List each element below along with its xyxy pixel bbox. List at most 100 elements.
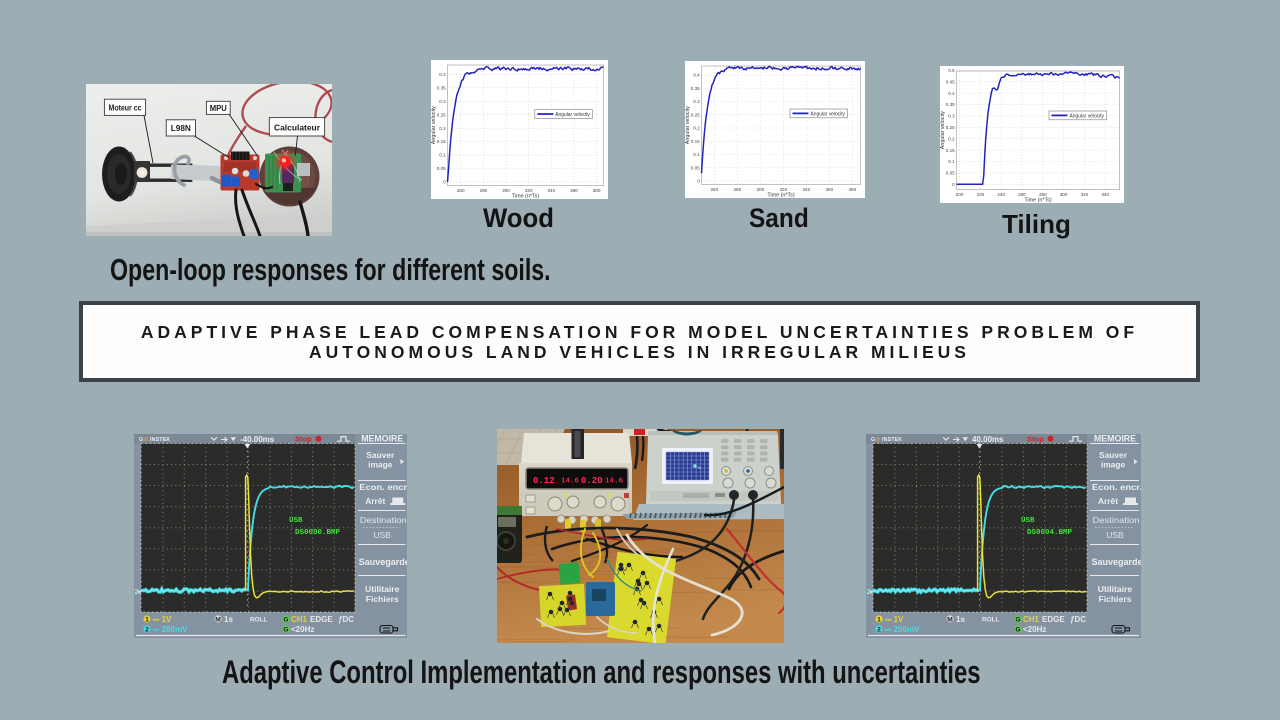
svg-text:-40.00ms: -40.00ms [240,434,275,443]
svg-text:0.2: 0.2 [693,126,700,131]
svg-text:0.2: 0.2 [439,126,446,131]
svg-text:Destination: Destination [359,515,406,525]
svg-text:USB: USB [289,517,303,525]
svg-text:0.4: 0.4 [693,73,700,78]
svg-text:280: 280 [480,188,488,193]
svg-text:260: 260 [1018,192,1026,197]
svg-text:0.05: 0.05 [437,166,446,171]
svg-text:340: 340 [1101,192,1109,197]
svg-text:MPU: MPU [210,104,227,113]
svg-text:EDGE: EDGE [1042,615,1065,624]
svg-text:340: 340 [802,187,810,192]
svg-text:300: 300 [1060,192,1068,197]
svg-text:<20Hz: <20Hz [1023,625,1046,634]
svg-text:0.5: 0.5 [948,68,955,73]
svg-text:2: 2 [134,587,138,596]
svg-text:Time (n*Ts): Time (n*Ts) [1024,197,1052,203]
svg-text:0.15: 0.15 [946,148,955,153]
svg-text:1: 1 [145,616,149,623]
svg-text:G: G [283,616,288,623]
svg-text:ROLL: ROLL [982,616,999,623]
svg-text:M: M [215,616,221,623]
svg-text:200: 200 [956,192,964,197]
svg-text:⎓ 200mV: ⎓ 200mV [885,625,920,634]
svg-text:⎓ 1V: ⎓ 1V [153,615,172,624]
svg-text:Te: Te [697,465,702,470]
svg-text:<20Hz: <20Hz [291,625,314,634]
svg-text:0.20: 0.20 [581,476,603,486]
svg-text:0.25: 0.25 [946,125,955,130]
svg-text:G: G [1015,616,1020,623]
svg-text:G: G [283,626,288,633]
svg-text:0.15: 0.15 [437,139,446,144]
svg-text:Time (n*Ts): Time (n*Ts) [767,192,795,198]
svg-text:360: 360 [570,188,578,193]
svg-text:GW INSTEK: GW INSTEK [139,437,170,443]
svg-text:L98N: L98N [171,124,191,133]
svg-text:CH1: CH1 [1023,615,1040,624]
svg-text:280: 280 [733,187,741,192]
svg-text:⎓ 1V: ⎓ 1V [885,615,904,624]
svg-text:0.35: 0.35 [691,86,700,91]
svg-text:2: 2 [145,626,149,633]
svg-text:Angular velocity: Angular velocity [1070,113,1105,119]
svg-text:280: 280 [1039,192,1047,197]
svg-text:380: 380 [593,188,601,193]
svg-text:0.35: 0.35 [946,102,955,107]
svg-text:Utilitaire: Utilitaire [365,584,400,594]
svg-text:Sauver: Sauver [366,450,395,460]
svg-text:220: 220 [977,192,985,197]
svg-text:Angular velocity: Angular velocity [555,112,590,118]
svg-text:M: M [947,616,953,623]
svg-text:Time (n*Ts): Time (n*Ts) [512,193,540,199]
svg-text:DS0004.BMP: DS0004.BMP [1027,529,1073,537]
svg-text:Sauver: Sauver [1099,450,1128,460]
svg-text:300: 300 [502,188,510,193]
svg-text:Fichiers: Fichiers [1099,594,1132,604]
svg-text:40.00ms: 40.00ms [972,434,1004,443]
svg-text:2: 2 [877,626,881,633]
svg-text:0.3: 0.3 [948,114,955,119]
svg-text:DS0000.BMP: DS0000.BMP [295,529,341,537]
svg-text:0.4: 0.4 [948,91,955,96]
svg-text:300: 300 [756,187,764,192]
svg-text:0: 0 [443,180,446,185]
svg-text:Stop: Stop [295,434,312,443]
svg-text:0.35: 0.35 [437,85,446,90]
svg-text:260: 260 [710,187,718,192]
svg-text:▸: ▸ [137,589,142,595]
svg-text:ƒDC: ƒDC [1070,615,1086,624]
svg-text:▸: ▸ [870,589,875,595]
svg-text:1s: 1s [224,615,233,624]
svg-text:Arrêt: Arrêt [1098,496,1118,506]
svg-text:image: image [1101,459,1126,469]
svg-text:0.05: 0.05 [691,166,700,171]
svg-text:ƒDC: ƒDC [338,615,354,624]
svg-text:0.25: 0.25 [691,113,700,118]
svg-text:Sauvegarde: Sauvegarde [1092,557,1142,567]
svg-text:Econ. encr.: Econ. encr. [359,482,407,492]
svg-text:MEMOIRE: MEMOIRE [1094,434,1136,444]
svg-text:0.05: 0.05 [946,171,955,176]
svg-text:340: 340 [547,188,555,193]
svg-text:0.3: 0.3 [439,99,446,104]
svg-text:0.3: 0.3 [693,99,700,104]
svg-text:14.6: 14.6 [605,478,624,486]
svg-text:0.1: 0.1 [948,159,955,164]
svg-text:ROLL: ROLL [250,616,267,623]
svg-text:0: 0 [697,179,700,184]
svg-text:0.2: 0.2 [948,136,955,141]
svg-text:380: 380 [848,187,856,192]
svg-text:0.1: 0.1 [439,153,446,158]
svg-text:Angular velocity: Angular velocity [685,106,691,144]
svg-text:0.45: 0.45 [946,79,955,84]
svg-text:⎓ 200mV: ⎓ 200mV [153,625,188,634]
svg-text:0.1: 0.1 [693,152,700,157]
svg-text:Utilitaire: Utilitaire [1098,584,1133,594]
svg-text:Sauvegarde: Sauvegarde [358,557,407,567]
svg-text:GW INSTEK: GW INSTEK [871,437,902,443]
svg-text:0.12: 0.12 [533,476,555,486]
svg-text:320: 320 [779,187,787,192]
svg-text:Angular velocity: Angular velocity [431,106,437,144]
svg-text:0.25: 0.25 [437,112,446,117]
